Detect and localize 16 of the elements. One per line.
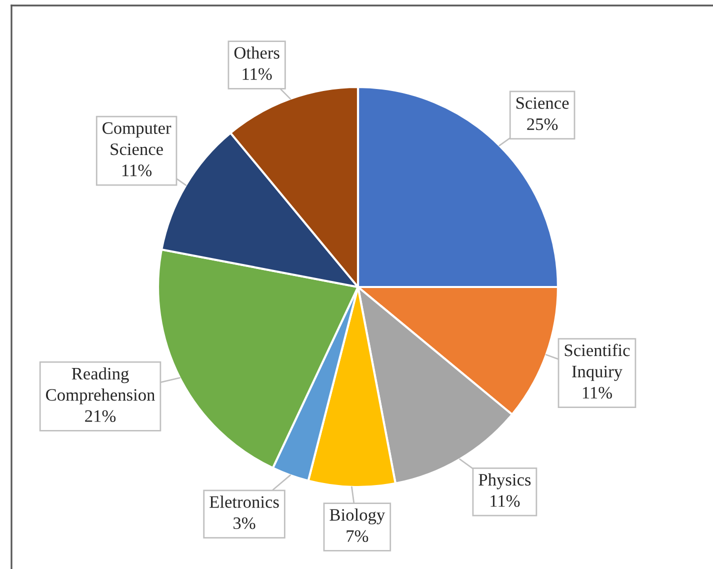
slice-label: Computer Science bbox=[102, 122, 172, 156]
slice-label: Physics bbox=[478, 473, 531, 490]
slice-label: Biology bbox=[330, 508, 386, 524]
data-label: 11% bbox=[242, 68, 272, 80]
data-label: 7% bbox=[346, 530, 368, 542]
data-label: 11% bbox=[490, 495, 520, 507]
data-label: 11% bbox=[582, 386, 612, 399]
slice-label: Science bbox=[516, 97, 569, 109]
slice-label: Others bbox=[234, 46, 280, 59]
slice-label: Reading Comprehension bbox=[46, 367, 155, 404]
data-label: 21% bbox=[85, 410, 116, 422]
data-label: 3% bbox=[234, 517, 256, 530]
data-label: 25% bbox=[527, 118, 558, 130]
slice-label: Eletronics bbox=[210, 496, 279, 508]
data-label: 11% bbox=[122, 164, 152, 176]
slice-label: Scientific Inquiry bbox=[564, 344, 630, 381]
